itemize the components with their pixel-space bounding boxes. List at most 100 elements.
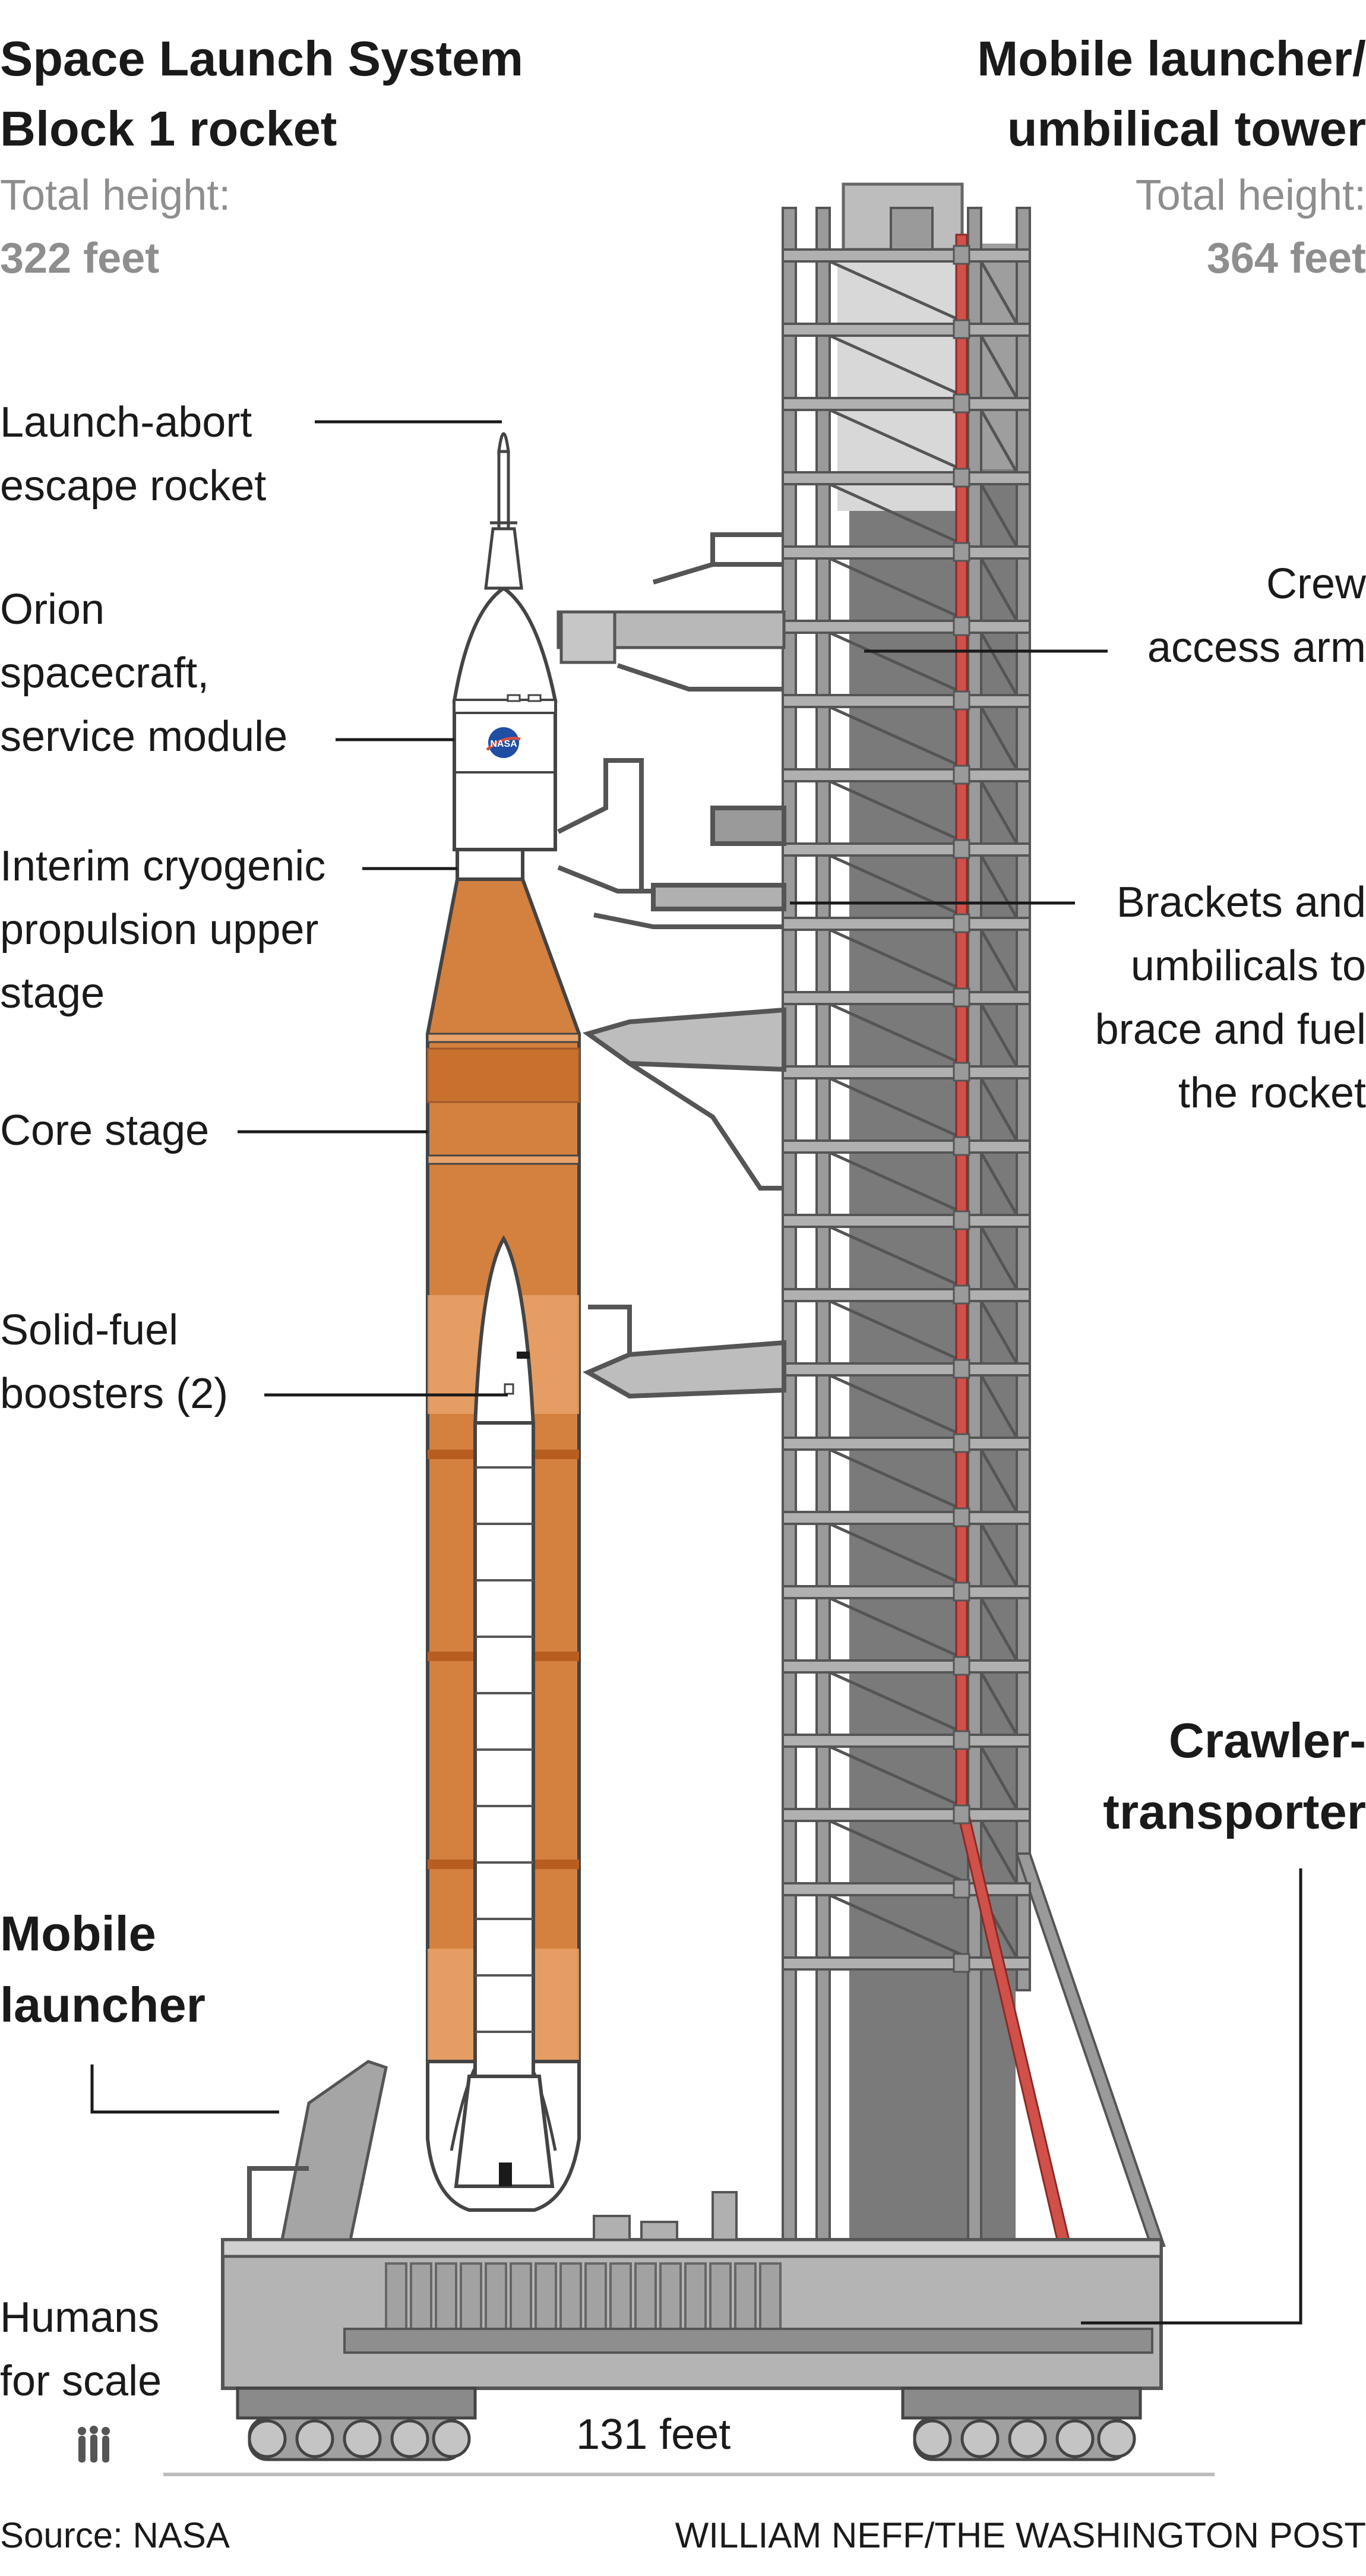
tower-brace — [979, 929, 1019, 993]
tower-brace — [829, 854, 969, 920]
tower-brace — [829, 1374, 969, 1439]
tower-brace — [979, 1077, 1019, 1142]
nasa-logo-icon — [488, 727, 519, 758]
umbilical-nub — [953, 468, 970, 488]
launcher-panel — [435, 2262, 457, 2330]
crawler-wheel — [295, 2419, 334, 2458]
tower-brace — [829, 1002, 969, 1068]
tower-brace — [979, 1745, 1019, 1810]
umbilical-nub — [953, 1284, 970, 1305]
tower-height-value: 364 feet — [1206, 235, 1366, 282]
rocket-height-value: 322 feet — [0, 235, 160, 282]
tower-brace — [829, 1077, 969, 1142]
crawler-wheel — [960, 2419, 1000, 2458]
umbilical-nub — [953, 839, 970, 859]
tower-brace — [829, 260, 969, 326]
tower-floor — [782, 1362, 1031, 1377]
crawler-wheel — [248, 2419, 287, 2458]
launcher-panel — [559, 2262, 582, 2330]
launcher-panel — [684, 2262, 707, 2330]
tower-brace — [829, 705, 969, 771]
crawler-wheel — [913, 2419, 952, 2458]
tower-floor — [782, 917, 1031, 931]
leader-lines — [90, 420, 1302, 2325]
label-launch-abort-1: Launch-abort — [0, 399, 252, 446]
tower-brace — [979, 1523, 1019, 1587]
umbilical-nub — [953, 913, 970, 933]
tower-brace — [979, 1226, 1019, 1290]
label-boosters-1: Solid-fuel — [0, 1306, 179, 1354]
tower-brace — [979, 557, 1019, 622]
tower-brace — [979, 334, 1019, 399]
footer-source: Source: NASA — [0, 2515, 230, 2555]
label-mobile-launcher-2: launcher — [0, 1977, 205, 2032]
umbilical-nub — [953, 542, 970, 562]
tower-floor — [782, 1214, 1031, 1228]
tower-brace — [829, 1893, 969, 1959]
launcher-panel — [460, 2262, 482, 2330]
tower-brace — [829, 408, 969, 474]
tower-brace — [829, 482, 969, 548]
umbilical-nub — [953, 1210, 970, 1230]
launcher-panel — [659, 2262, 682, 2330]
tower-floor — [782, 1288, 1031, 1302]
brackets-umbilicals — [557, 758, 786, 1399]
tower-brace — [829, 1819, 969, 1885]
tower-brace — [829, 1151, 969, 1217]
umbilical-nub — [953, 1507, 970, 1527]
tower-floor — [782, 991, 1031, 1005]
launcher-panel — [709, 2262, 732, 2330]
tower-brace — [829, 1522, 969, 1588]
launcher-panel — [734, 2262, 757, 2330]
tower-brace — [979, 1671, 1019, 1736]
sls-rocket: NASA — [426, 432, 581, 2212]
tower-brace — [979, 1003, 1019, 1068]
tower-floor — [782, 694, 1031, 708]
tower-brace — [979, 1300, 1019, 1365]
label-brackets-4: the rocket — [1178, 1069, 1366, 1117]
umbilical-nub — [953, 245, 970, 265]
launcher-panel — [385, 2262, 407, 2330]
launcher-panel — [609, 2262, 632, 2330]
label-orion-3: service module — [0, 713, 288, 760]
umbilical-nub — [953, 690, 970, 711]
umbilical-nub — [953, 393, 970, 413]
tower-floor — [782, 1882, 1031, 1896]
umbilical-nub — [953, 1062, 970, 1082]
label-brackets-1: Brackets and — [1116, 879, 1366, 926]
tower-brace — [829, 779, 969, 845]
umbilical-nub — [953, 1804, 970, 1824]
tower-brace — [829, 1299, 969, 1365]
nasa-logo-text: NASA — [490, 739, 517, 749]
tower-brace — [829, 1671, 969, 1737]
crawler-wheel — [1055, 2419, 1095, 2458]
rocket-title-line2: Block 1 rocket — [0, 101, 337, 156]
launcher-panel — [584, 2262, 607, 2330]
label-mobile-launcher-1: Mobile — [0, 1906, 156, 1961]
tower-brace — [829, 557, 969, 623]
label-humans-2: for scale — [0, 2357, 162, 2405]
umbilical-nub — [953, 765, 970, 785]
mobile-launcher-base — [221, 2060, 1163, 2390]
tower-brace — [979, 260, 1019, 325]
label-crew-arm-1: Crew — [1266, 560, 1366, 608]
label-humans-1: Humans — [0, 2294, 160, 2341]
label-width: 131 feet — [576, 2411, 731, 2458]
tower-floor — [782, 323, 1031, 337]
tower-brace — [829, 1225, 969, 1291]
label-launch-abort-2: escape rocket — [0, 462, 267, 510]
umbilical-nub — [953, 1953, 970, 1973]
tower-floor — [782, 768, 1031, 782]
launcher-panel — [535, 2262, 557, 2330]
umbilical-nub — [953, 1359, 970, 1379]
tower-brace — [979, 1597, 1019, 1662]
tower-floor — [782, 397, 1031, 411]
tower-brace — [829, 1745, 969, 1811]
footer-credit: WILLIAM NEFF/THE WASHINGTON POST — [675, 2515, 1366, 2555]
label-crawler-1: Crawler- — [1168, 1713, 1366, 1768]
tower-brace — [979, 854, 1019, 919]
umbilical-nub — [953, 1656, 970, 1676]
label-orion-2: spacecraft, — [0, 649, 210, 697]
launcher-panel — [510, 2262, 532, 2330]
